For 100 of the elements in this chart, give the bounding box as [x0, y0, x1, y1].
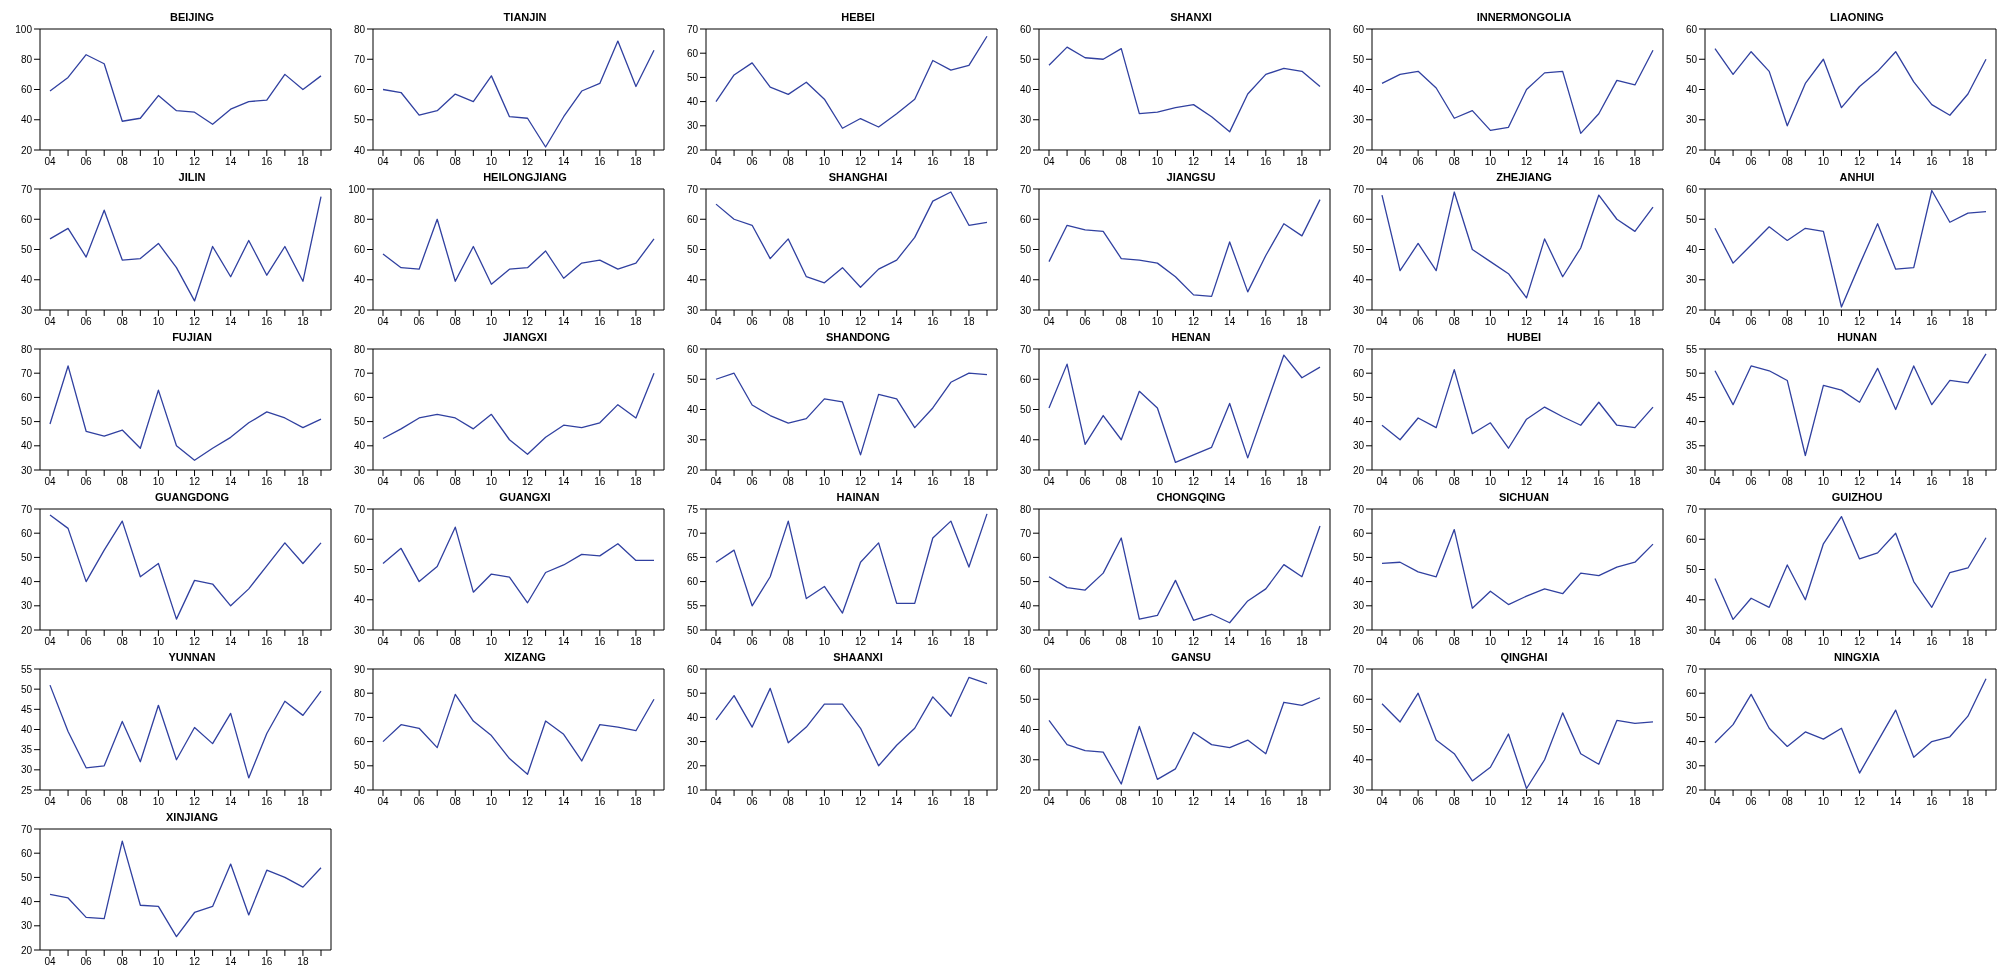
- y-tick-label: 30: [20, 464, 33, 476]
- x-tick-label: 18: [963, 636, 975, 648]
- y-tick-label: 80: [353, 687, 366, 699]
- y-tick-label: 55: [20, 663, 33, 675]
- x-tick-label: 08: [782, 316, 795, 328]
- y-tick-label: 60: [353, 533, 366, 545]
- x-tick-label: 12: [854, 316, 867, 328]
- x-tick-label: 08: [116, 476, 129, 488]
- x-tick-label: 04: [44, 956, 56, 966]
- y-tick-label: 50: [1685, 53, 1698, 65]
- y-tick-label: 70: [1019, 343, 1032, 355]
- y-tick-label: 50: [20, 871, 33, 883]
- y-tick-label: 40: [1352, 84, 1365, 96]
- x-tick-label: 14: [558, 156, 570, 168]
- x-tick-label: 18: [630, 156, 642, 168]
- y-tick-label: 30: [1685, 274, 1698, 286]
- line-series: [382, 218, 655, 285]
- y-tick-label: 30: [20, 764, 33, 776]
- x-tick-label: 12: [1187, 316, 1200, 328]
- x-tick-label: 14: [225, 476, 237, 488]
- y-tick-label: 60: [1685, 183, 1698, 195]
- x-tick-label: 18: [1296, 796, 1308, 808]
- x-tick-label: 08: [1448, 796, 1461, 808]
- y-tick-label: 70: [353, 367, 366, 379]
- x-tick-label: 16: [261, 476, 273, 488]
- x-tick-label: 18: [630, 476, 642, 488]
- y-tick-label: 70: [1019, 527, 1032, 539]
- y-tick-label: 80: [20, 343, 33, 355]
- x-tick-label: 08: [449, 156, 462, 168]
- x-tick-label: 14: [225, 636, 237, 648]
- y-tick-label: 30: [1352, 440, 1365, 452]
- y-tick-label: 30: [1019, 304, 1032, 316]
- x-tick-label: 14: [1890, 156, 1902, 168]
- y-tick-label: 60: [20, 847, 33, 859]
- x-tick-label: 14: [1557, 476, 1569, 488]
- x-tick-label: 18: [630, 636, 642, 648]
- chart-title: GANSU: [1170, 650, 1212, 664]
- x-tick-label: 16: [927, 796, 939, 808]
- line-series: [1714, 678, 1987, 774]
- x-tick-label: 14: [1890, 476, 1902, 488]
- y-tick-label: 45: [20, 703, 33, 715]
- y-tick-label: 70: [20, 367, 33, 379]
- x-tick-label: 16: [1260, 316, 1272, 328]
- x-tick-label: 18: [1962, 796, 1974, 808]
- x-tick-label: 06: [80, 316, 93, 328]
- x-tick-label: 12: [1187, 156, 1200, 168]
- x-tick-label: 04: [44, 316, 56, 328]
- x-tick-label: 08: [1781, 796, 1794, 808]
- y-tick-label: 40: [20, 576, 33, 588]
- y-tick-label: 40: [686, 274, 699, 286]
- y-tick-label: 40: [20, 274, 33, 286]
- x-tick-label: 08: [782, 636, 795, 648]
- x-tick-label: 04: [710, 156, 722, 168]
- x-tick-label: 06: [746, 796, 759, 808]
- x-tick-label: 10: [1817, 796, 1830, 808]
- x-tick-label: 10: [818, 476, 831, 488]
- y-tick-label: 60: [686, 576, 699, 588]
- chart-title: HUBEI: [1505, 330, 1543, 344]
- line-series: [1048, 354, 1321, 464]
- y-tick-label: 70: [1352, 183, 1365, 195]
- x-tick-label: 18: [1629, 156, 1641, 168]
- y-tick-label: 60: [1352, 693, 1365, 705]
- y-tick-label: 50: [686, 244, 699, 256]
- x-tick-label: 06: [413, 796, 426, 808]
- y-tick-label: 20: [1352, 144, 1365, 156]
- x-tick-label: 08: [1448, 476, 1461, 488]
- y-tick-label: 20: [1352, 624, 1365, 636]
- y-tick-label: 60: [353, 391, 366, 403]
- x-tick-label: 12: [521, 476, 534, 488]
- y-tick-label: 40: [1019, 84, 1032, 96]
- y-tick-label: 60: [20, 391, 33, 403]
- y-tick-label: 50: [686, 624, 699, 636]
- y-tick-label: 40: [1019, 724, 1032, 736]
- x-tick-label: 04: [1043, 476, 1055, 488]
- x-tick-label: 08: [449, 316, 462, 328]
- x-tick-label: 12: [1187, 476, 1200, 488]
- y-tick-label: 20: [1019, 144, 1032, 156]
- y-tick-label: 40: [1685, 84, 1698, 96]
- x-tick-label: 06: [1079, 476, 1092, 488]
- y-tick-label: 20: [1685, 144, 1698, 156]
- x-tick-label: 04: [44, 636, 56, 648]
- y-tick-label: 70: [686, 23, 699, 35]
- line-series: [1048, 46, 1321, 133]
- x-tick-label: 18: [1962, 316, 1974, 328]
- x-tick-label: 16: [1926, 796, 1938, 808]
- x-tick-label: 16: [1593, 156, 1605, 168]
- line-series: [1381, 528, 1654, 609]
- x-tick-label: 12: [188, 956, 201, 966]
- y-tick-label: 40: [1019, 434, 1032, 446]
- y-tick-label: 60: [1685, 533, 1698, 545]
- x-tick-label: 04: [1043, 796, 1055, 808]
- x-tick-label: 10: [1484, 636, 1497, 648]
- y-tick-label: 55: [686, 600, 699, 612]
- x-tick-label: 10: [485, 636, 498, 648]
- y-tick-label: 20: [686, 144, 699, 156]
- x-tick-label: 16: [1593, 796, 1605, 808]
- x-tick-label: 14: [558, 476, 570, 488]
- y-tick-label: 50: [1019, 244, 1032, 256]
- x-tick-label: 12: [1187, 636, 1200, 648]
- y-tick-label: 30: [1019, 114, 1032, 126]
